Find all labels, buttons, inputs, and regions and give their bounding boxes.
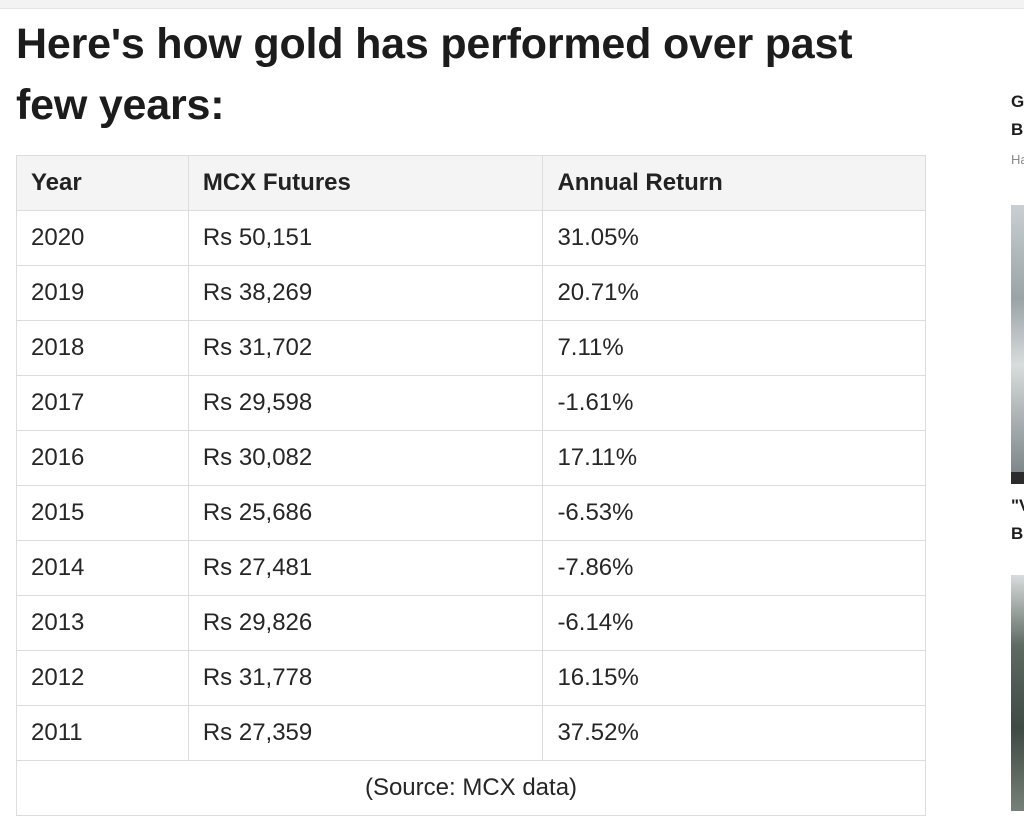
table-row: 2017 Rs 29,598 -1.61% — [16, 375, 926, 431]
cell-year: 2014 — [16, 540, 189, 596]
cell-year: 2020 — [16, 210, 189, 266]
table-source-note: (Source: MCX data) — [16, 760, 926, 816]
cell-year: 2017 — [16, 375, 189, 431]
top-bar — [0, 0, 1024, 9]
column-header-mcx-futures: MCX Futures — [187, 155, 544, 211]
cell-mcx-futures: Rs 38,269 — [187, 265, 544, 321]
cell-mcx-futures: Rs 50,151 — [187, 210, 544, 266]
table-header-row: Year MCX Futures Annual Return — [16, 155, 926, 211]
cell-mcx-futures: Rs 29,598 — [187, 375, 544, 431]
cell-year: 2016 — [16, 430, 189, 486]
cell-year: 2015 — [16, 485, 189, 541]
cell-annual-return: 37.52% — [542, 705, 926, 761]
article-body: Here's how gold has performed over past … — [16, 14, 926, 816]
gold-performance-table: Year MCX Futures Annual Return 2020 Rs 5… — [16, 155, 926, 816]
cell-mcx-futures: Rs 31,702 — [187, 320, 544, 376]
cell-mcx-futures: Rs 27,481 — [187, 540, 544, 596]
cell-annual-return: -6.53% — [542, 485, 926, 541]
cell-year: 2011 — [16, 705, 189, 761]
cell-annual-return: 16.15% — [542, 650, 926, 706]
related-story-meta: Ha — [1011, 152, 1024, 167]
table-source-row: (Source: MCX data) — [16, 760, 926, 816]
related-story-title[interactable]: G — [1011, 92, 1024, 111]
cell-year: 2019 — [16, 265, 189, 321]
related-story-thumbnail[interactable] — [1011, 205, 1024, 472]
related-story-title[interactable]: "V — [1011, 496, 1024, 515]
cell-mcx-futures: Rs 25,686 — [187, 485, 544, 541]
related-story-title-line2[interactable]: B — [1011, 524, 1024, 543]
cell-year: 2012 — [16, 650, 189, 706]
table-row: 2020 Rs 50,151 31.05% — [16, 210, 926, 266]
table-row: 2013 Rs 29,826 -6.14% — [16, 595, 926, 651]
cell-annual-return: 17.11% — [542, 430, 926, 486]
table-row: 2016 Rs 30,082 17.11% — [16, 430, 926, 486]
table-row: 2019 Rs 38,269 20.71% — [16, 265, 926, 321]
cell-annual-return: -7.86% — [542, 540, 926, 596]
cell-mcx-futures: Rs 29,826 — [187, 595, 544, 651]
cell-annual-return: 7.11% — [542, 320, 926, 376]
related-stories-sidebar: G B Ha "V B — [1009, 0, 1024, 811]
table-row: 2014 Rs 27,481 -7.86% — [16, 540, 926, 596]
cell-year: 2013 — [16, 595, 189, 651]
cell-mcx-futures: Rs 27,359 — [187, 705, 544, 761]
cell-mcx-futures: Rs 30,082 — [187, 430, 544, 486]
table-row: 2015 Rs 25,686 -6.53% — [16, 485, 926, 541]
table-row: 2011 Rs 27,359 37.52% — [16, 705, 926, 761]
cell-mcx-futures: Rs 31,778 — [187, 650, 544, 706]
related-story-thumbnail[interactable] — [1011, 575, 1024, 811]
cell-annual-return: 31.05% — [542, 210, 926, 266]
section-headline: Here's how gold has performed over past … — [16, 20, 853, 129]
related-story-title-line2[interactable]: B — [1011, 120, 1024, 139]
column-header-annual-return: Annual Return — [542, 155, 926, 211]
table-row: 2018 Rs 31,702 7.11% — [16, 320, 926, 376]
cell-annual-return: -1.61% — [542, 375, 926, 431]
table-row: 2012 Rs 31,778 16.15% — [16, 650, 926, 706]
cell-annual-return: -6.14% — [542, 595, 926, 651]
cell-annual-return: 20.71% — [542, 265, 926, 321]
column-header-year: Year — [16, 155, 189, 211]
thumbnail-caption-bar — [1011, 472, 1024, 484]
cell-year: 2018 — [16, 320, 189, 376]
